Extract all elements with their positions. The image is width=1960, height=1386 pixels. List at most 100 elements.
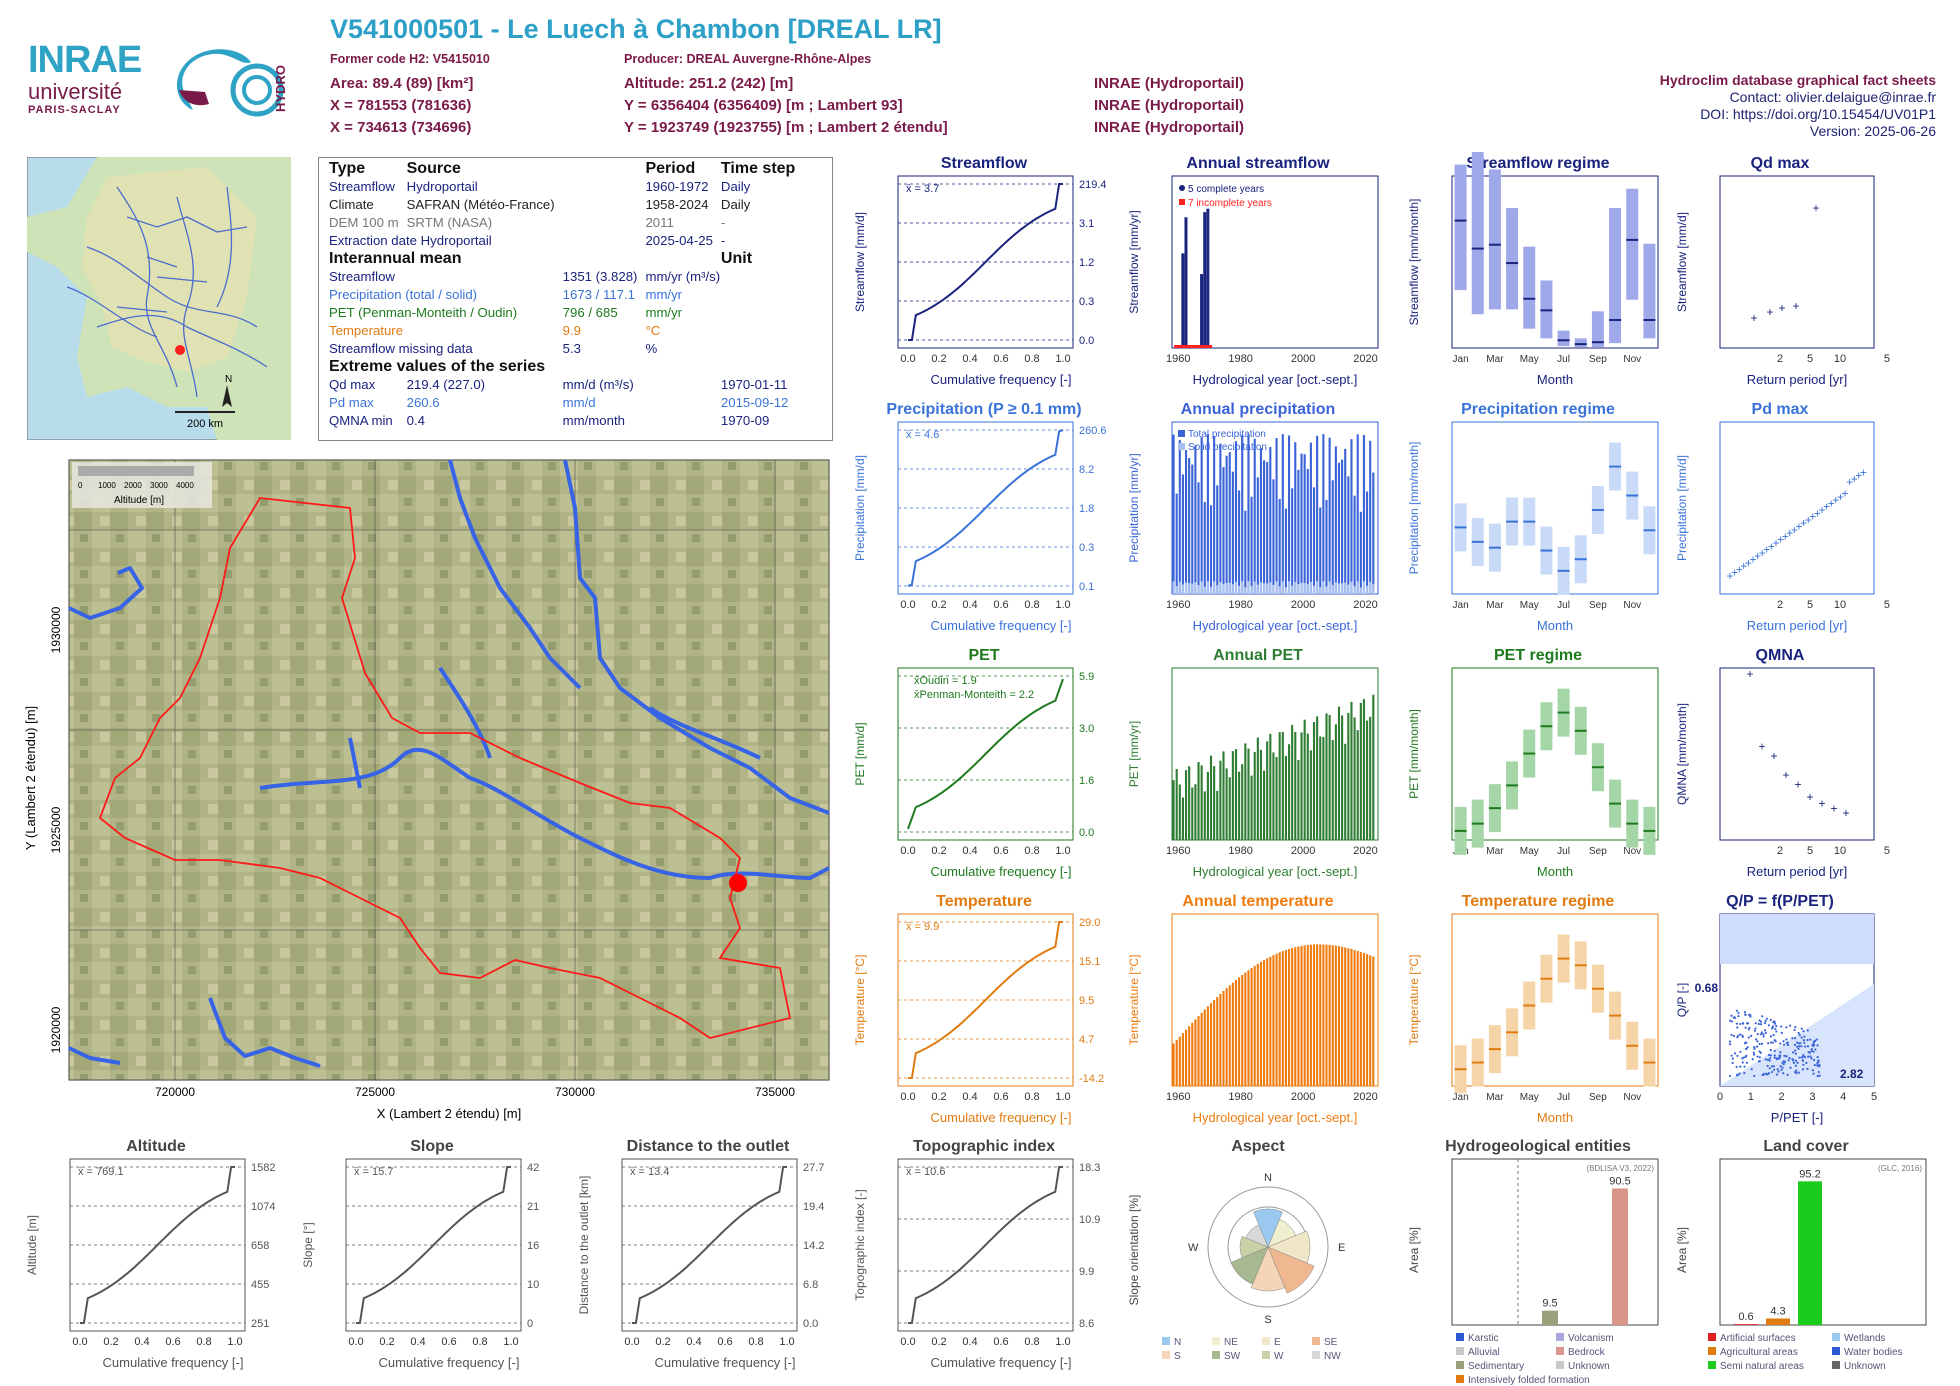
- data-point: [1767, 1072, 1771, 1075]
- data-point: +: [1809, 510, 1816, 524]
- chart-title: Land cover: [1763, 1138, 1848, 1155]
- x-axis-label: Cumulative frequency [-]: [931, 1355, 1072, 1370]
- year-bar: [1244, 972, 1247, 1086]
- data-point: [1792, 1061, 1796, 1064]
- data-point: [1746, 1046, 1749, 1049]
- compass-n: N: [1264, 1172, 1272, 1184]
- data-point: [1795, 1041, 1799, 1044]
- data-point: +: [1777, 533, 1784, 547]
- data-point: [1812, 1050, 1815, 1053]
- data-point: [1793, 1028, 1796, 1032]
- data-point: [1739, 1065, 1742, 1068]
- x-tick: 1980: [1228, 599, 1252, 611]
- legend-entry: Semi natural areas: [1720, 1361, 1804, 1372]
- data-point: [1747, 1028, 1750, 1031]
- x-axis-label: Return period [yr]: [1747, 864, 1847, 879]
- data-point: [1753, 1046, 1756, 1049]
- solid-bar: [1191, 583, 1194, 594]
- year-bar: [1219, 993, 1222, 1086]
- station-title: V541000501 - Le Luech à Chambon [DREAL L…: [330, 14, 942, 44]
- y-axis-label: Streamflow [mm/d]: [853, 212, 867, 312]
- year-bar: [1347, 712, 1350, 840]
- data-point: +: [1842, 806, 1849, 820]
- year-bar: [1300, 732, 1303, 840]
- x-tick: 4: [1840, 1091, 1846, 1103]
- solid-bar: [1300, 582, 1303, 594]
- solid-bar: [1234, 581, 1238, 594]
- chart-qmna: QMNA Return period [yr] QMNA [mm/month] 2 5 1…: [1675, 647, 1890, 879]
- data-point: [1777, 1057, 1781, 1060]
- year-bar: [1297, 759, 1300, 840]
- data-point: +: [1800, 516, 1807, 530]
- data-point: [1759, 1033, 1763, 1036]
- legend-swatch: [1832, 1347, 1840, 1355]
- data-point: [1812, 1058, 1816, 1062]
- regime-box: [1471, 152, 1484, 315]
- doi-link[interactable]: DOI: https://doi.org/10.15454/UV01P1: [1700, 106, 1936, 122]
- quantile-label: 3.1: [1079, 218, 1094, 230]
- chart-title: Q/P = f(P/PET): [1726, 893, 1834, 910]
- year-bar: [1188, 1026, 1191, 1086]
- y-axis-label: Precipitation [mm/month]: [1407, 442, 1421, 575]
- contact[interactable]: Contact: olivier.delaigue@inrae.fr: [1729, 89, 1936, 105]
- year-bar: [1234, 980, 1238, 1086]
- year-bar: [1278, 732, 1281, 840]
- data-point: [1813, 1039, 1817, 1042]
- year-bar: [1222, 467, 1225, 594]
- data-point: [1758, 1056, 1761, 1059]
- chart-streamflow_regime: Streamflow regime Month Streamflow [mm/mon…: [1407, 152, 1659, 387]
- data-point: +: [1855, 469, 1862, 483]
- x-tick: Sep: [1589, 1092, 1607, 1103]
- data-point: [1733, 1052, 1737, 1055]
- year-bar: [1213, 436, 1216, 594]
- legend-swatch: [1212, 1337, 1220, 1345]
- legend-swatch: [1212, 1351, 1220, 1359]
- x-tick: Jul: [1557, 1092, 1570, 1103]
- data-point: +: [1736, 562, 1743, 576]
- year-bar: [1213, 1000, 1216, 1086]
- year-bar: [1303, 945, 1306, 1086]
- year-bar: [1228, 452, 1231, 594]
- data-point: [1780, 1031, 1783, 1034]
- rose-ring: [1207, 1186, 1329, 1308]
- chart-streamflow_cdf: Streamflow Cumulative frequency [-] Stream…: [853, 155, 1107, 387]
- chart-title: Altitude: [126, 1138, 186, 1155]
- x-tick: 2020: [1353, 845, 1377, 857]
- above-one-zone: [1720, 914, 1874, 964]
- plot-frame: [1171, 667, 1379, 841]
- data-point: [1787, 1059, 1790, 1062]
- year-bar: [1356, 730, 1359, 840]
- data-point: [1743, 1011, 1746, 1014]
- year-bar: [1331, 945, 1334, 1086]
- data-point: [1736, 1074, 1739, 1077]
- year-bar: [1266, 958, 1269, 1086]
- data-point: [1809, 1038, 1812, 1041]
- y-axis-label: QMNA [mm/month]: [1675, 703, 1689, 805]
- chart-pd_max: Pd max Return period [yr] Precipitation [m…: [1675, 401, 1890, 633]
- data-point: [1782, 1072, 1785, 1075]
- rose-sector: [1253, 1208, 1283, 1248]
- legend-entry: Sedimentary: [1468, 1361, 1524, 1372]
- year-bar: [1253, 752, 1256, 840]
- data-point: +: [1805, 513, 1812, 527]
- plot-frame: [897, 667, 1074, 841]
- data-point: [1791, 1037, 1794, 1040]
- year-bar: [1178, 439, 1181, 594]
- legend-swatch: [1262, 1337, 1270, 1345]
- data-point: [1754, 1038, 1758, 1041]
- data-point: [1785, 1038, 1788, 1041]
- source-note: (GLC, 2016): [1878, 1164, 1922, 1173]
- year-bar: [1353, 717, 1356, 840]
- year-bar: [1291, 488, 1294, 594]
- data-point: [1735, 1022, 1739, 1025]
- plot-frame: [897, 1158, 1074, 1332]
- data-point: [1758, 1019, 1761, 1022]
- data-point: [1794, 1064, 1797, 1067]
- x-tick: 0.2: [931, 845, 946, 857]
- area: Area: 89.4 (89) [km²]: [330, 75, 474, 92]
- chart-qd_max: Qd max Return period [yr] Streamflow [mm/d…: [1675, 155, 1890, 387]
- data-point: [1746, 1022, 1749, 1025]
- data-point: [1753, 1047, 1756, 1050]
- chart-hydrogeo: Hydrogeological entities Area [%] (BDLISA …: [1407, 1138, 1659, 1385]
- year-bar: [1191, 464, 1194, 594]
